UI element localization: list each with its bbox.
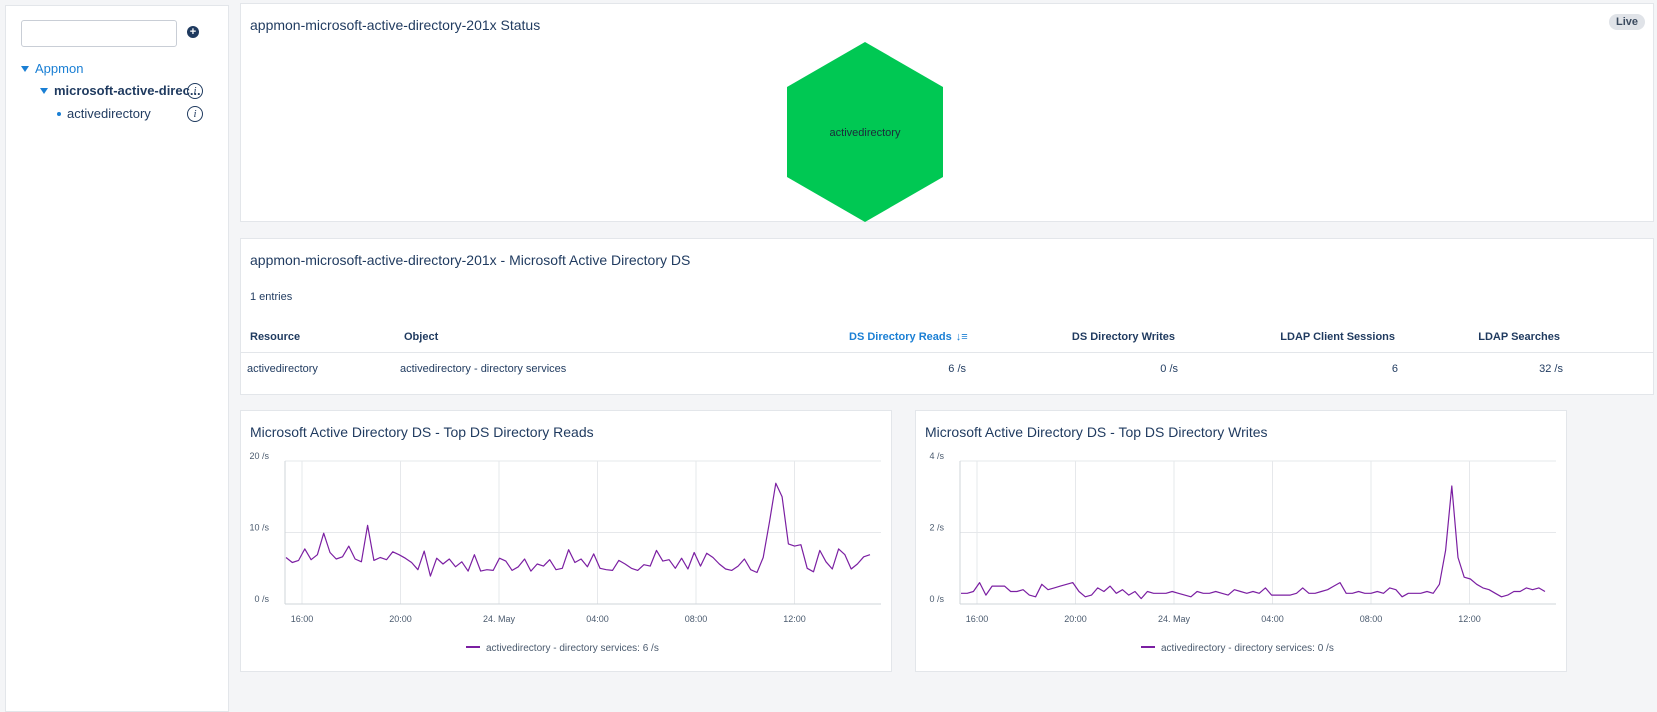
column-header-ds-directory-writes[interactable]: DS Directory Writes: [1071, 331, 1175, 343]
plus-circle-icon[interactable]: +: [187, 26, 199, 38]
x-tick-label: 08:00: [685, 614, 708, 624]
cell-ds-directory-writes: 0 /s: [1160, 363, 1178, 375]
column-header-object[interactable]: Object: [404, 331, 439, 343]
cell-object[interactable]: activedirectory - directory services: [400, 363, 567, 375]
ds-table-panel: appmon-microsoft-active-directory-201x -…: [240, 238, 1654, 395]
tree-item-label: Appmon: [35, 61, 84, 76]
live-badge[interactable]: Live: [1608, 14, 1645, 30]
y-tick-label: 0 /s: [254, 594, 269, 604]
column-header-ldap-client-sessions[interactable]: LDAP Client Sessions: [1280, 331, 1395, 343]
sidebar: + Appmon microsoft-active-direc... i act…: [5, 5, 229, 712]
tree-item-appmon[interactable]: Appmon: [21, 61, 83, 76]
x-tick-label: 20:00: [389, 614, 412, 624]
column-header-ds-directory-reads[interactable]: DS Directory Reads ↓≡: [849, 331, 968, 343]
y-tick-label: 2 /s: [929, 523, 944, 533]
chart-title: Microsoft Active Directory DS - Top DS D…: [250, 424, 594, 440]
cell-resource[interactable]: activedirectory: [247, 363, 318, 375]
sort-desc-icon[interactable]: ↓≡: [955, 331, 968, 343]
caret-down-icon[interactable]: [21, 65, 29, 72]
x-tick-label: 20:00: [1064, 614, 1087, 624]
y-tick-label: 4 /s: [929, 451, 944, 461]
column-header-ldap-searches[interactable]: LDAP Searches: [1478, 331, 1560, 343]
bullet-icon: [57, 111, 61, 116]
y-tick-label: 0 /s: [929, 594, 944, 604]
y-tick-label: 20 /s: [249, 451, 269, 461]
x-tick-label: 24. May: [483, 614, 516, 624]
tree-item-label: microsoft-active-direc...: [54, 83, 201, 98]
divider: [241, 352, 1653, 353]
cell-ldap-searches: 32 /s: [1539, 363, 1563, 375]
chart-title: Microsoft Active Directory DS - Top DS D…: [925, 424, 1268, 440]
x-tick-label: 16:00: [966, 614, 989, 624]
x-tick-label: 24. May: [1158, 614, 1191, 624]
column-header-resource[interactable]: Resource: [250, 331, 301, 343]
x-tick-label: 12:00: [1458, 614, 1481, 624]
column-header-label: DS Directory Reads: [849, 331, 952, 343]
y-tick-label: 10 /s: [249, 523, 269, 533]
chart-panel-writes: Microsoft Active Directory DS - Top DS D…: [915, 410, 1567, 672]
status-panel: appmon-microsoft-active-directory-201x S…: [240, 3, 1654, 222]
series-line[interactable]: [285, 482, 871, 577]
legend-label[interactable]: activedirectory - directory services: 0 …: [1161, 643, 1334, 654]
info-icon[interactable]: i: [187, 106, 203, 122]
x-tick-label: 12:00: [783, 614, 806, 624]
series-line[interactable]: [961, 485, 1546, 600]
chart-panel-reads: Microsoft Active Directory DS - Top DS D…: [240, 410, 892, 672]
panel-title: appmon-microsoft-active-directory-201x -…: [250, 252, 691, 268]
status-hexagon[interactable]: activedirectory: [786, 41, 946, 223]
chart-writes: 4 /s 2 /s 0 /s 16:00 20:00 24. May 04:00 08:00 1…: [929, 451, 1556, 654]
cell-ldap-client-sessions: 6: [1391, 363, 1398, 375]
tree-item-activedirectory[interactable]: activedirectory: [57, 106, 151, 121]
x-tick-label: 16:00: [291, 614, 314, 624]
tree-item-microsoft-active-directory[interactable]: microsoft-active-direc...: [40, 83, 201, 98]
chart-reads: 20 /s 10 /s 0 /s 16:00 20:00 24. May 04:00 08:0…: [249, 451, 881, 654]
x-tick-label: 08:00: [1360, 614, 1383, 624]
x-tick-label: 04:00: [1261, 614, 1284, 624]
node-label: activedirectory: [830, 127, 901, 139]
search-input[interactable]: [21, 20, 177, 47]
tree-item-label: activedirectory: [67, 106, 151, 121]
legend-label[interactable]: activedirectory - directory services: 6 …: [486, 643, 659, 654]
info-icon[interactable]: i: [187, 83, 203, 99]
panel-title: appmon-microsoft-active-directory-201x S…: [250, 17, 541, 33]
entries-count: 1 entries: [250, 291, 293, 303]
x-tick-label: 04:00: [586, 614, 609, 624]
cell-ds-directory-reads: 6 /s: [948, 363, 966, 375]
caret-down-icon[interactable]: [40, 87, 48, 94]
